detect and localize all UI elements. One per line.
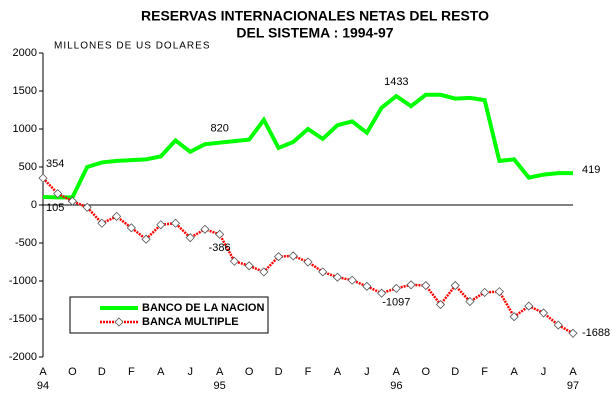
series-line [42,92,574,200]
y-tick-label: -2000 [9,351,37,363]
y-tick-label: 0 [31,199,37,211]
data-label: 105 [46,202,64,214]
marker [332,272,343,282]
data-label: -1097 [382,296,410,308]
y-tick-label: -500 [15,237,37,249]
marker [82,202,92,212]
legend-label: BANCA MULTIPLE [142,316,239,328]
y-tick-label: -1500 [9,313,37,325]
y-tick-label: 1500 [13,85,37,97]
x-tick-label: J [364,366,370,378]
x-tick-label: A 94 [37,366,49,392]
x-tick-label: D [451,366,459,378]
marker [362,281,372,291]
marker [185,233,195,243]
marker [494,287,504,297]
marker [141,234,151,244]
marker [553,320,563,330]
x-tick-label: A 97 [567,366,579,392]
legend-box [69,296,269,334]
marker [303,257,313,267]
x-tick-label: D [98,366,106,378]
data-label: 354 [46,158,64,170]
marker [170,218,181,228]
x-tick-label: F [128,366,135,378]
x-tick-label: J [541,366,547,378]
x-tick-label: O [245,366,254,378]
legend-label: BANCO DE LA NACION [142,302,264,314]
marker [273,252,284,262]
marker [538,308,549,318]
x-tick-label: A 96 [390,366,402,392]
data-label: -386 [209,242,231,254]
y-tick-label: -1000 [9,275,37,287]
x-tick-label: F [481,366,488,378]
marker [568,328,578,338]
marker [450,280,460,291]
data-label: -1688 [582,327,610,339]
marker [112,211,122,221]
data-label: 1433 [384,76,408,88]
y-tick-label: 1000 [13,123,37,135]
marker [509,312,519,322]
x-tick-label: A [157,366,165,378]
marker [524,301,534,311]
marker [421,280,431,291]
x-tick-label: O [421,366,430,378]
x-tick-label: J [187,366,193,378]
marker [97,218,107,228]
marker [318,267,328,277]
marker [67,196,78,206]
data-label: 820 [210,123,228,135]
y-axis-label: MILLONES DE US DOLARES [54,41,210,52]
x-tick-label: D [275,366,283,378]
marker [406,280,416,290]
x-tick-label: A 95 [214,366,226,392]
y-tick-label: 500 [19,161,37,173]
data-label: 419 [582,164,600,176]
marker [259,267,269,277]
marker [244,261,254,271]
marker [288,251,298,261]
y-tick-label: 2000 [13,47,37,59]
marker [215,229,225,239]
marker [126,223,136,233]
marker [480,287,490,297]
legend-marker [114,317,124,327]
marker [229,256,239,266]
marker [200,224,210,234]
x-tick-label: O [68,366,77,378]
marker [377,288,387,298]
marker [156,220,166,230]
marker [465,296,475,307]
marker [38,173,48,183]
marker [347,275,357,285]
marker [435,299,446,310]
marker [53,189,63,199]
chart-title: DEL SISTEMA : 1994-97 [236,25,393,41]
x-tick-label: F [305,366,312,378]
x-tick-label: A [510,366,518,378]
x-tick-label: A [334,366,342,378]
chart-title: RESERVAS INTERNACIONALES NETAS DEL RESTO [141,8,489,24]
marker [391,283,401,293]
